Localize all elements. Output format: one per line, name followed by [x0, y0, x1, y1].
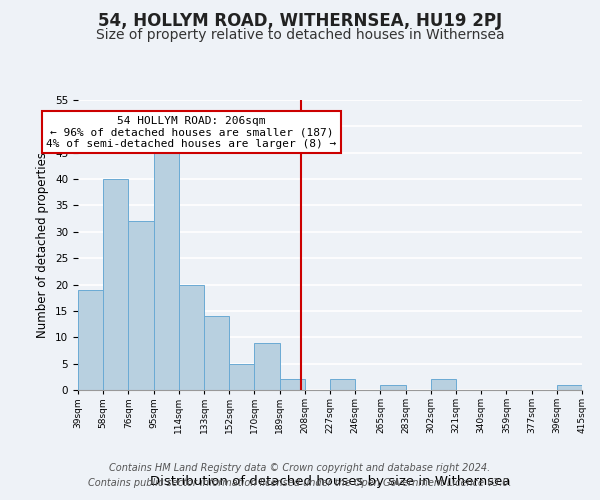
Bar — [280, 380, 305, 390]
Bar — [103, 179, 128, 390]
Bar — [431, 380, 456, 390]
X-axis label: Distribution of detached houses by size in Withernsea: Distribution of detached houses by size … — [150, 475, 510, 488]
Bar — [154, 148, 179, 390]
Bar — [128, 222, 154, 390]
Bar — [204, 316, 229, 390]
Bar — [229, 364, 254, 390]
Bar — [179, 284, 204, 390]
Bar — [78, 290, 103, 390]
Bar — [380, 384, 406, 390]
Text: Contains HM Land Registry data © Crown copyright and database right 2024.
Contai: Contains HM Land Registry data © Crown c… — [88, 462, 512, 487]
Y-axis label: Number of detached properties: Number of detached properties — [37, 152, 49, 338]
Text: 54, HOLLYM ROAD, WITHERNSEA, HU19 2PJ: 54, HOLLYM ROAD, WITHERNSEA, HU19 2PJ — [98, 12, 502, 30]
Text: 54 HOLLYM ROAD: 206sqm
← 96% of detached houses are smaller (187)
4% of semi-det: 54 HOLLYM ROAD: 206sqm ← 96% of detached… — [46, 116, 337, 149]
Bar — [557, 384, 582, 390]
Text: Size of property relative to detached houses in Withernsea: Size of property relative to detached ho… — [95, 28, 505, 42]
Bar — [330, 380, 355, 390]
Bar — [254, 342, 280, 390]
